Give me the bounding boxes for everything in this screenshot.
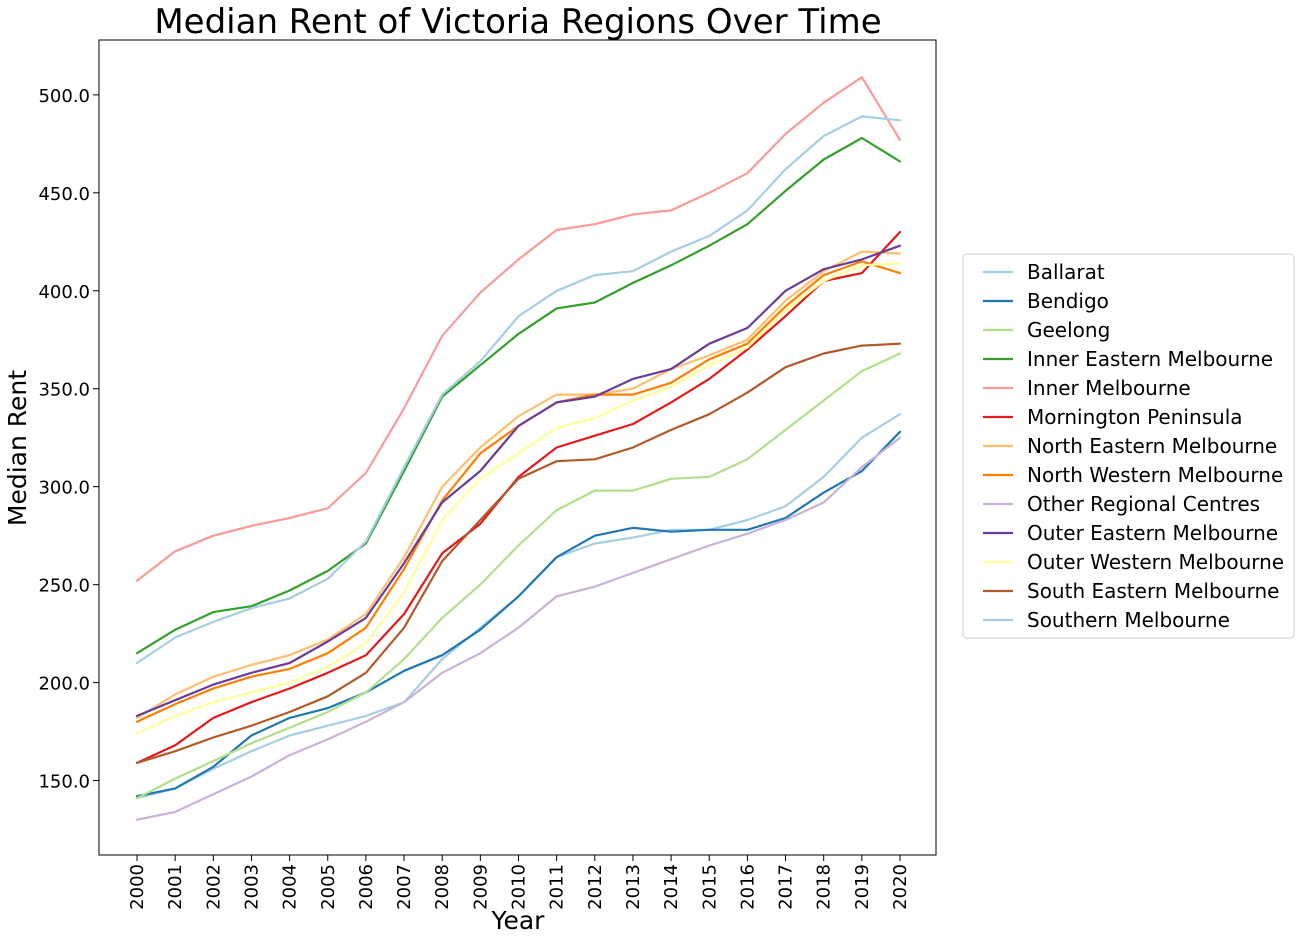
y-tick-label: 400.0 <box>38 282 90 303</box>
y-tick-label: 250.0 <box>38 576 90 597</box>
x-axis: 2000 2001 2002 2003 2004 2005 2006 2007 2008 2009… <box>127 855 911 910</box>
x-tick-label: 2009 <box>470 864 491 910</box>
x-tick-label: 2015 <box>699 864 720 910</box>
legend-label: Outer Eastern Melbourne <box>1027 521 1278 545</box>
y-tick-label: 500.0 <box>38 86 90 107</box>
plot-lines <box>135 76 902 821</box>
legend-label: Inner Eastern Melbourne <box>1027 347 1273 371</box>
y-tick-label: 450.0 <box>38 184 90 205</box>
series-line <box>135 115 902 665</box>
legend-label: Inner Melbourne <box>1027 376 1191 400</box>
x-tick-label: 2008 <box>432 864 453 910</box>
series-line <box>135 436 902 821</box>
plot-frame <box>98 39 937 856</box>
series-line <box>135 76 902 582</box>
legend: Ballarat Bendigo Geelong Inner Eastern Melb… <box>962 253 1295 639</box>
x-tick-label: 2004 <box>280 864 301 910</box>
legend-label: South Eastern Melbourne <box>1027 579 1279 603</box>
legend-label: North Western Melbourne <box>1027 463 1283 487</box>
y-tick-label: 300.0 <box>38 478 90 499</box>
legend-label: Other Regional Centres <box>1027 492 1260 516</box>
x-tick-label: 2010 <box>509 864 530 910</box>
x-tick-label: 2016 <box>737 864 758 910</box>
x-tick-label: 2001 <box>165 864 186 910</box>
series-line <box>135 136 902 655</box>
x-tick-label: 2013 <box>623 864 644 910</box>
y-tick-label: 150.0 <box>38 772 90 793</box>
y-axis: 150.0 200.0 250.0 300.0 350.0 400.0 450.0 500.0 <box>38 86 99 793</box>
legend-label: North Eastern Melbourne <box>1027 434 1277 458</box>
x-tick-label: 2012 <box>585 864 606 910</box>
series-line <box>135 260 902 723</box>
x-tick-label: 2007 <box>394 864 415 910</box>
x-tick-label: 2018 <box>814 864 835 910</box>
series-line <box>135 342 902 765</box>
legend-label: Ballarat <box>1027 260 1105 284</box>
x-tick-label: 2017 <box>776 864 797 910</box>
series-line <box>135 244 902 718</box>
legend-label: Mornington Peninsula <box>1027 405 1243 429</box>
x-tick-label: 2014 <box>661 864 682 910</box>
legend-label: Geelong <box>1027 318 1110 342</box>
x-tick-label: 2002 <box>203 864 224 910</box>
legend-label: Bendigo <box>1027 289 1109 313</box>
x-axis-label: Year <box>491 906 546 935</box>
legend-label: Outer Western Melbourne <box>1027 550 1284 574</box>
y-tick-label: 200.0 <box>38 674 90 695</box>
y-axis-label: Median Rent <box>3 370 32 526</box>
y-tick-label: 350.0 <box>38 380 90 401</box>
legend-frame <box>962 253 1295 639</box>
x-tick-label: 2019 <box>852 864 873 910</box>
series-line <box>135 262 902 735</box>
x-tick-label: 2003 <box>241 864 262 910</box>
x-tick-label: 2000 <box>127 864 148 910</box>
x-tick-label: 2011 <box>547 864 568 910</box>
x-tick-label: 2006 <box>356 864 377 910</box>
x-tick-label: 2005 <box>318 864 339 910</box>
legend-label: Southern Melbourne <box>1027 608 1230 632</box>
series-line <box>135 352 902 800</box>
series-line <box>135 430 902 798</box>
x-tick-label: 2020 <box>890 864 911 910</box>
series-line <box>135 230 902 765</box>
chart-title: Median Rent of Victoria Regions Over Tim… <box>154 2 881 42</box>
series-line <box>135 250 902 720</box>
